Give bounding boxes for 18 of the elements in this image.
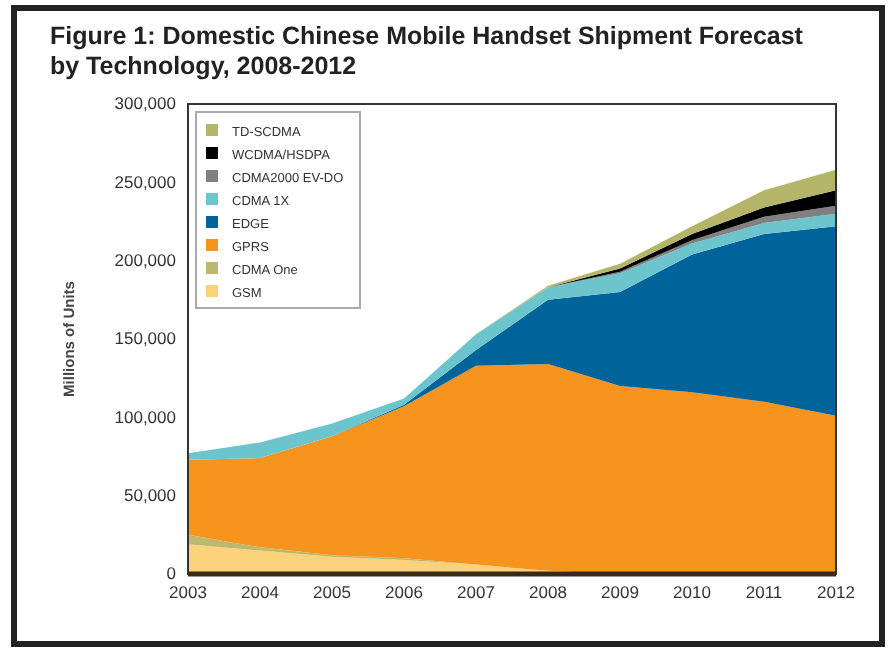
y-tick-label: 150,000: [114, 328, 177, 349]
y-tick-label: 0: [166, 563, 177, 584]
x-tick-label: 2008: [529, 582, 568, 603]
x-tick-label: 2012: [817, 582, 856, 603]
y-tick-label: 300,000: [114, 93, 177, 114]
chart-title: Figure 1: Domestic Chinese Mobile Handset Shipment Forecast by Technology, 2008-2012: [50, 22, 805, 80]
y-tick-label: 200,000: [114, 250, 177, 271]
x-tick-label: 2011: [745, 582, 783, 603]
x-tick-label: 2010: [673, 582, 712, 603]
x-tick-label: 2009: [601, 582, 640, 603]
y-tick-label: 250,000: [114, 171, 177, 192]
x-tick-label: 2004: [241, 582, 280, 603]
y-tick-label: 50,000: [124, 485, 177, 506]
x-tick-label: 2005: [313, 582, 352, 603]
x-tick-label: 2007: [457, 582, 496, 603]
x-tick-label: 2003: [169, 582, 208, 603]
x-tick-label: 2006: [385, 582, 424, 603]
y-tick-label: 100,000: [114, 406, 177, 427]
